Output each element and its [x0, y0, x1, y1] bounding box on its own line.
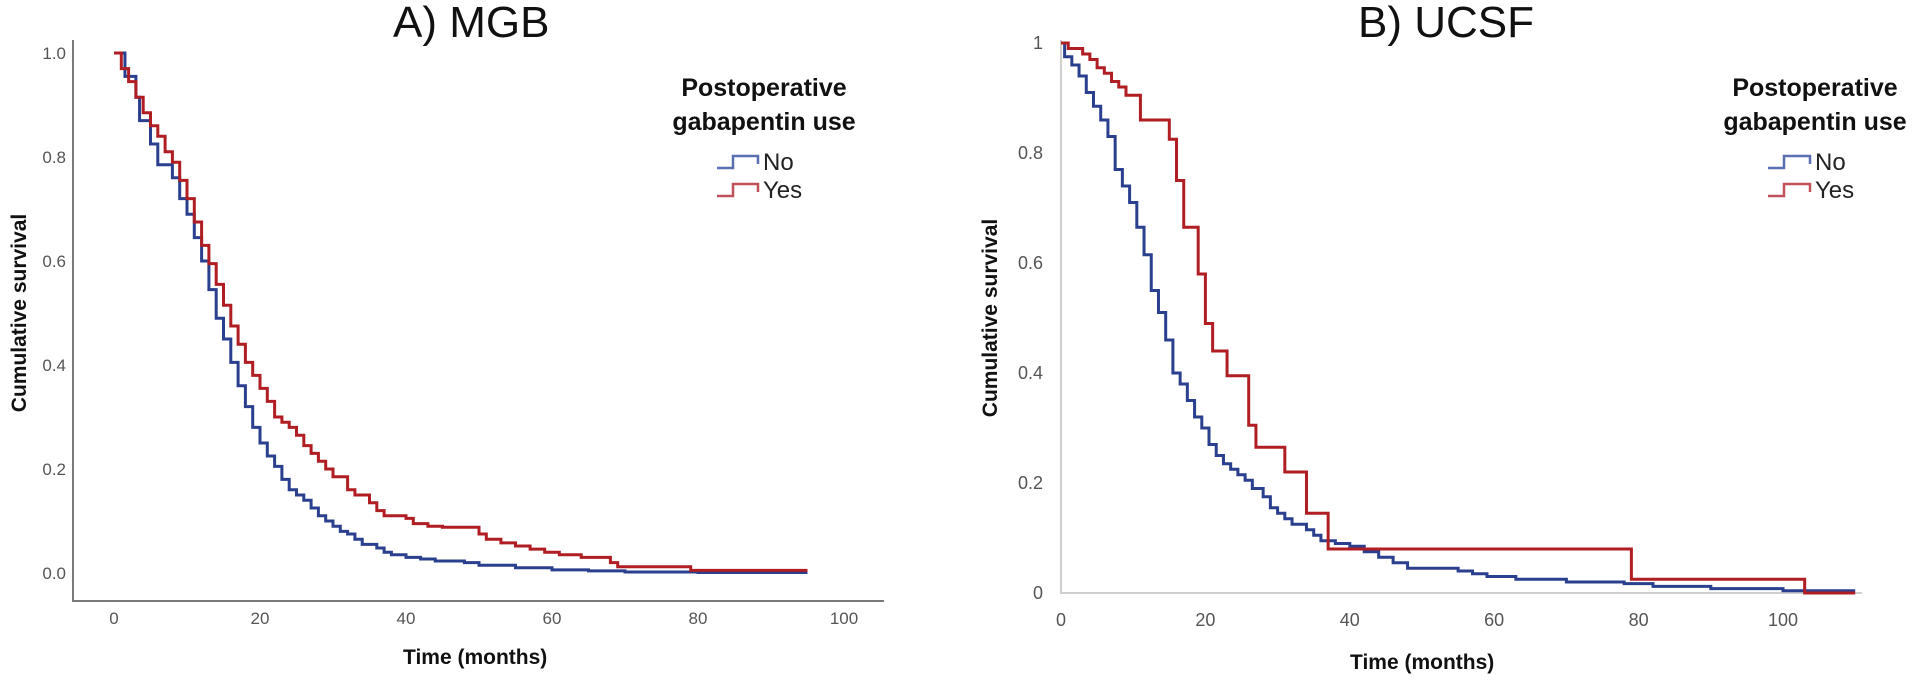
legend: Postoperative gabapentin use No Yes: [672, 74, 855, 204]
x-tick-label: 20: [251, 609, 270, 628]
x-tick-label: 40: [1340, 610, 1360, 630]
x-tick-label: 60: [543, 609, 562, 628]
y-tick-label: 0: [1033, 583, 1043, 603]
x-tick-label: 20: [1195, 610, 1215, 630]
survival-curve-yes: [1061, 41, 1856, 595]
legend-label-yes: Yes: [763, 177, 802, 204]
x-axis-title: Time (months): [1350, 651, 1494, 674]
x-tick-label: 0: [109, 609, 118, 628]
y-axis-title: Cumulative survival: [979, 219, 1002, 417]
x-tick-label: 80: [1629, 610, 1649, 630]
legend-title-line2: gabapentin use: [1723, 108, 1906, 136]
survival-curves: [1061, 41, 1856, 595]
legend-title-line1: Postoperative: [681, 74, 846, 102]
legend-title-line1: Postoperative: [1732, 74, 1897, 102]
survival-curve-no: [1061, 41, 1856, 593]
y-axis-title: Cumulative survival: [8, 214, 31, 412]
y-tick-label: 0.6: [42, 252, 66, 271]
survival-curve-no: [114, 51, 808, 574]
legend-label-no: No: [1815, 149, 1846, 176]
y-tick-label: 1: [1033, 33, 1043, 53]
x-tick-label: 100: [830, 609, 858, 628]
tick-labels: 0 20 40 60 80 100 0 0.2 0.4 0.6 0.8 1: [1018, 33, 1798, 630]
y-tick-label: 0.2: [42, 460, 66, 479]
y-tick-label: 0.4: [1018, 363, 1043, 383]
survival-curve-yes: [114, 51, 808, 572]
y-tick-label: 0.2: [1018, 473, 1043, 493]
y-tick-label: 0.0: [42, 564, 66, 583]
x-tick-label: 60: [1484, 610, 1504, 630]
legend-label-yes: Yes: [1815, 177, 1854, 204]
chart-title: B) UCSF: [1358, 0, 1534, 47]
panel-mgb: A) MGB 0 20 40 60 80 100 0.0 0.2 0.4 0.6 0.8 1.0 Cu…: [8, 0, 884, 669]
x-tick-label: 40: [397, 609, 416, 628]
legend-swatch-no: [1768, 154, 1812, 170]
y-tick-label: 0.8: [42, 148, 66, 167]
x-tick-label: 100: [1768, 610, 1798, 630]
legend-swatch-no: [717, 154, 760, 170]
legend-swatch-yes: [717, 182, 760, 198]
legend-label-no: No: [763, 149, 794, 176]
legend-title-line2: gabapentin use: [672, 108, 855, 136]
legend: Postoperative gabapentin use No Yes: [1723, 74, 1906, 204]
chart-title: A) MGB: [393, 0, 549, 47]
panel-ucsf: B) UCSF 0 20 40 60 80 100 0 0.2 0.4 0.6 0.8 1 Cumul…: [979, 0, 1907, 674]
y-tick-label: 0.4: [42, 356, 66, 375]
tick-labels: 0 20 40 60 80 100 0.0 0.2 0.4 0.6 0.8 1.0: [42, 44, 858, 628]
y-tick-label: 0.8: [1018, 143, 1043, 163]
y-tick-label: 0.6: [1018, 253, 1043, 273]
y-tick-label: 1.0: [42, 44, 66, 63]
legend-swatch-yes: [1768, 182, 1812, 198]
x-tick-label: 80: [689, 609, 708, 628]
survival-curves: [114, 51, 808, 574]
x-axis-title: Time (months): [403, 646, 547, 669]
x-tick-label: 0: [1056, 610, 1066, 630]
